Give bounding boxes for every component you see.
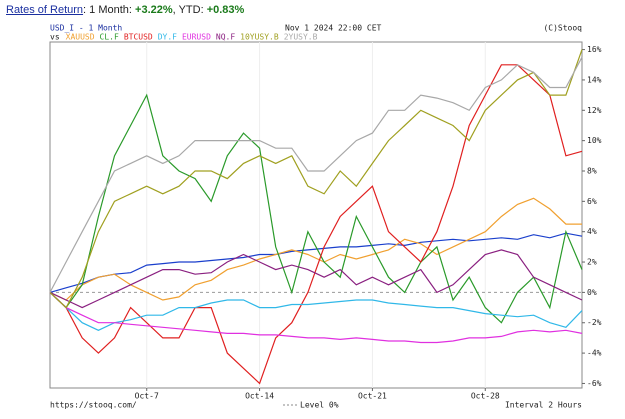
- x-tick-label: Oct-7: [135, 392, 159, 401]
- copyright: (C)Stooq: [543, 24, 582, 33]
- series-line: [49, 56, 583, 293]
- y-tick-label: 10%: [587, 136, 602, 145]
- plot-frame: [49, 41, 583, 389]
- y-tick-label: 0%: [587, 288, 597, 297]
- ytd-label: , YTD:: [172, 4, 207, 16]
- series-line: [49, 49, 583, 309]
- legend-entry: 10YUSY.B: [240, 33, 279, 42]
- x-tick-label: Oct-14: [245, 392, 274, 401]
- y-tick-label: 14%: [587, 75, 602, 84]
- legend-entry: CL.F: [100, 33, 119, 42]
- footer-url: https://stooq.com/: [50, 401, 137, 410]
- legend-entry: NQ.F: [216, 33, 235, 42]
- x-tick-label: Oct-21: [358, 392, 387, 401]
- header: Rates of Return: 1 Month: +3.22%, YTD: +…: [6, 4, 244, 16]
- y-tick-label: -2%: [587, 318, 602, 327]
- month-change: +3.22%: [135, 4, 173, 16]
- legend-entry: XAUUSD: [66, 33, 95, 42]
- series-line: [49, 197, 582, 301]
- y-tick-label: 2%: [587, 258, 597, 267]
- series-line: [49, 291, 583, 331]
- series-line: [49, 93, 583, 324]
- y-tick-label: 6%: [587, 197, 597, 206]
- period-label: : 1 Month:: [83, 4, 136, 16]
- y-tick-label: 16%: [587, 45, 602, 54]
- series-line: [49, 232, 583, 293]
- series-line: [49, 291, 583, 344]
- timestamp: Nov 1 2024 22:00 CET: [285, 24, 382, 33]
- chart-title: USD_I - 1 Month: [50, 24, 122, 33]
- y-tick-label: -4%: [587, 349, 602, 358]
- level-label: Level 0%: [300, 401, 339, 410]
- legend-prefix: vs: [50, 33, 60, 42]
- y-tick-label: -6%: [587, 379, 602, 388]
- interval: Interval 2 Hours: [505, 401, 582, 410]
- y-tick-label: 4%: [587, 227, 597, 236]
- series-line: [49, 249, 583, 309]
- series-line: [49, 64, 583, 385]
- legend-entry: EURUSD: [182, 33, 211, 42]
- rates-link[interactable]: Rates of Return: [6, 4, 84, 16]
- legend-entry: 2YUSY.B: [284, 33, 318, 42]
- legend-entry: BTCUSD: [124, 33, 153, 42]
- y-tick-label: 8%: [587, 166, 597, 175]
- x-tick-label: Oct-28: [471, 392, 500, 401]
- y-tick-label: 12%: [587, 106, 602, 115]
- legend-entry: DY.F: [158, 33, 177, 42]
- ytd-change: +0.83%: [206, 4, 245, 16]
